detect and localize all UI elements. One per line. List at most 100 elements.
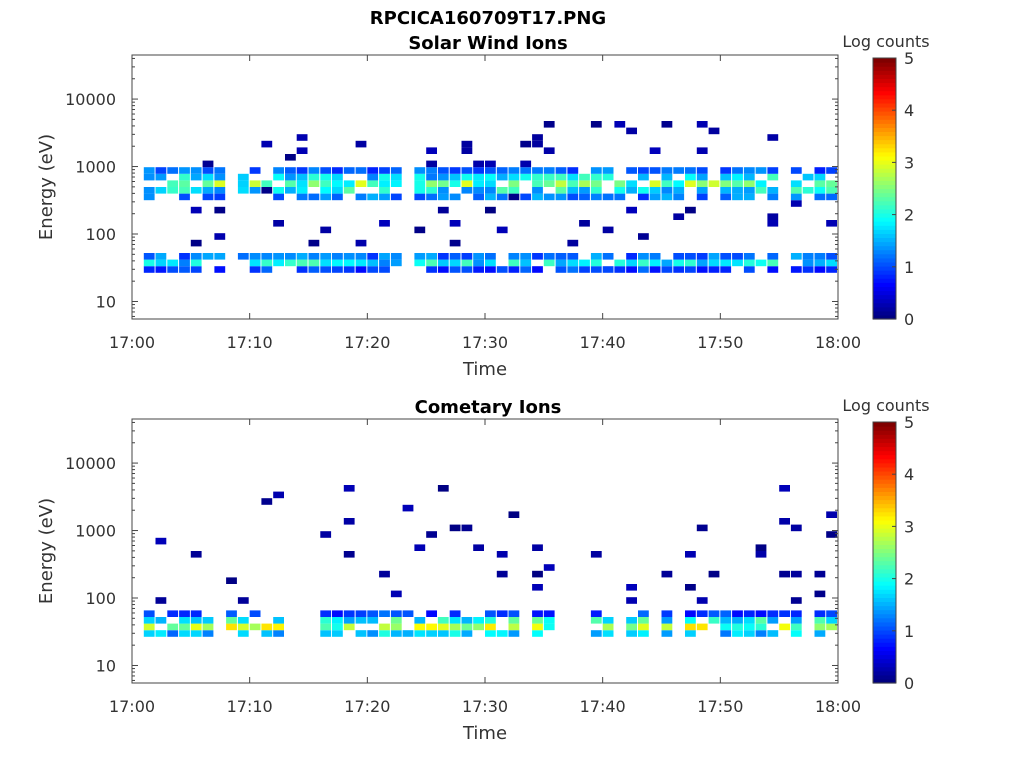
heatmap-cell <box>779 570 790 578</box>
colorbar-swatch <box>873 625 896 631</box>
colorbar-swatch <box>873 621 896 627</box>
heatmap-cell <box>426 531 437 538</box>
colorbar-tick-label: 2 <box>904 206 914 225</box>
heatmap-cell <box>555 180 567 187</box>
heatmap-cell <box>202 193 214 201</box>
heatmap-cell <box>449 173 461 181</box>
heatmap-cell <box>202 160 214 168</box>
heatmap-cell <box>285 187 296 194</box>
heatmap-cell <box>755 187 767 194</box>
x-tick-label: 17:40 <box>580 333 626 352</box>
heatmap-cell <box>532 180 543 187</box>
y-axis-ticks: 10 100 1000 10000 <box>65 421 838 681</box>
heatmap-cell <box>473 187 484 194</box>
colorbar-swatch <box>873 548 896 554</box>
heatmap-cell <box>249 259 261 267</box>
heatmap-cell <box>332 259 343 267</box>
heatmap-cells <box>143 121 837 273</box>
heatmap-cell <box>355 167 367 174</box>
heatmap-cell <box>190 630 202 637</box>
heatmap-cell <box>708 127 720 135</box>
heatmap-cell <box>390 610 402 617</box>
heatmap-cell <box>767 630 779 637</box>
heatmap-cell <box>437 253 449 260</box>
heatmap-cell <box>696 187 708 194</box>
heatmap-cell <box>661 570 673 578</box>
heatmap-cell <box>332 167 343 174</box>
heatmap-cell <box>755 610 767 617</box>
heatmap-cell <box>273 173 284 181</box>
heatmap-cell <box>296 167 308 174</box>
heatmap-cell <box>426 180 437 187</box>
heatmap-cell <box>273 220 284 227</box>
heatmap-cell <box>685 617 696 624</box>
heatmap-cell <box>767 220 779 227</box>
heatmap-cell <box>720 617 732 624</box>
heatmap-cell <box>473 253 484 260</box>
heatmap-cell <box>473 167 484 174</box>
heatmap-cell <box>579 173 590 181</box>
heatmap-cell <box>320 259 332 267</box>
y-tick-label: 10 <box>96 292 116 311</box>
heatmap-cell <box>190 617 202 624</box>
heatmap-cell <box>661 167 673 174</box>
heatmap-cell <box>449 623 461 631</box>
colorbar-swatch <box>873 131 896 137</box>
x-tick-label: 17:30 <box>462 697 508 716</box>
heatmap-cell <box>814 630 826 637</box>
colorbar-swatch <box>873 278 896 283</box>
colorbar-swatch <box>873 298 896 304</box>
heatmap-cell <box>202 623 214 631</box>
y-axis-label: Energy (eV) <box>36 134 57 240</box>
heatmap-cell <box>261 187 273 194</box>
heatmap-cell <box>590 617 602 624</box>
heatmap-cell <box>461 630 473 637</box>
heatmap-cell <box>426 147 437 154</box>
heatmap-cell <box>814 259 826 267</box>
heatmap-cell <box>743 610 755 617</box>
heatmap-cell <box>767 617 779 624</box>
heatmap-cell <box>720 266 732 273</box>
heatmap-cell <box>579 180 590 187</box>
heatmap-cell <box>602 193 614 201</box>
heatmap-cell <box>343 623 355 631</box>
heatmap-cell <box>826 531 837 538</box>
heatmap-cell <box>685 630 696 637</box>
heatmap-cell <box>179 193 190 201</box>
heatmap-cell <box>143 630 155 637</box>
heatmap-cell <box>708 610 720 617</box>
heatmap-cell <box>320 623 332 631</box>
colorbar-swatch <box>873 629 896 635</box>
heatmap-cell <box>426 173 437 181</box>
heatmap-cell <box>720 630 732 637</box>
heatmap-cell <box>237 630 249 637</box>
heatmap-cell <box>449 253 461 260</box>
heatmap-cell <box>649 253 661 260</box>
heatmap-cell <box>661 259 673 267</box>
heatmap-cell <box>473 617 484 624</box>
heatmap-cell <box>496 610 508 617</box>
heatmap-cell <box>508 187 520 194</box>
y-tick-label: 100 <box>85 225 116 244</box>
heatmap-cell <box>638 623 649 631</box>
heatmap-cell <box>590 180 602 187</box>
colorbar-swatch <box>873 515 896 521</box>
heatmap-cell <box>532 134 543 141</box>
colorbar-swatch <box>873 536 896 541</box>
heatmap-cell <box>602 630 614 637</box>
heatmap-cell <box>590 551 602 558</box>
heatmap-cell <box>555 173 567 181</box>
heatmap-cell <box>343 187 355 194</box>
heatmap-cell <box>814 570 826 578</box>
heatmap-cell <box>390 193 402 201</box>
heatmap-cell <box>826 253 837 260</box>
heatmap-cell <box>720 180 732 187</box>
heatmap-cell <box>485 630 496 637</box>
heatmap-cell <box>567 266 579 273</box>
heatmap-cell <box>508 630 520 637</box>
panel-solar-wind-ions: Solar Wind Ions 17:00 17:10 17:20 17:30 17:4… <box>36 32 930 380</box>
heatmap-cell <box>790 597 802 604</box>
colorbar-tick-label: 0 <box>904 310 914 329</box>
colorbar-swatch <box>873 650 896 656</box>
heatmap-cell <box>320 226 332 234</box>
